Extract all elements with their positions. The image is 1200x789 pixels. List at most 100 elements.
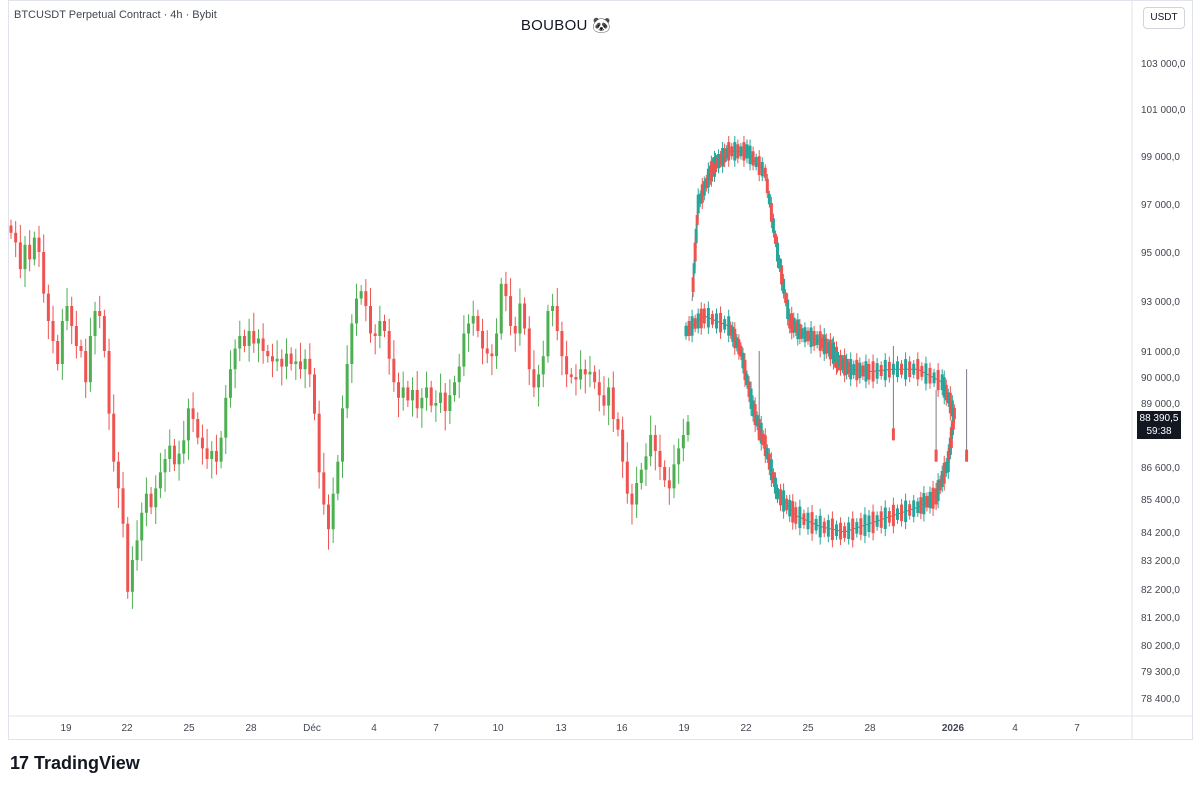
y-tick-label: 84 200,0 bbox=[1141, 528, 1180, 539]
candle-body bbox=[261, 338, 265, 351]
drawing-candle-body bbox=[916, 359, 920, 380]
drawing-candle-body bbox=[741, 352, 745, 369]
drawing-candle-body bbox=[944, 461, 948, 474]
drawing-candle-body bbox=[733, 328, 737, 349]
drawing-candle-body bbox=[936, 369, 940, 391]
drawing-candle-body bbox=[715, 313, 718, 329]
drawing-candle-body bbox=[780, 265, 784, 285]
drawing-candle-body bbox=[702, 181, 706, 196]
drawing-candle-body bbox=[895, 361, 899, 377]
drawing-candle-body bbox=[754, 156, 758, 168]
drawing-candle-body bbox=[785, 498, 789, 511]
y-tick-label: 93 000,0 bbox=[1141, 297, 1180, 308]
drawing-candle-body bbox=[765, 448, 769, 460]
candle-body bbox=[443, 392, 447, 411]
drawing-candle-body bbox=[753, 404, 757, 425]
candle-body bbox=[667, 480, 671, 489]
candle-body bbox=[397, 382, 401, 398]
drawing-candle-body bbox=[737, 339, 741, 355]
candle-body bbox=[191, 408, 195, 419]
candle-body bbox=[130, 560, 134, 592]
drawing-leg-candle bbox=[757, 428, 761, 441]
drawing-candle-body bbox=[784, 292, 788, 303]
drawing-candle-body bbox=[863, 514, 867, 536]
drawing-candle-body bbox=[782, 278, 786, 294]
candle-body bbox=[336, 461, 340, 494]
drawing-candle-body bbox=[706, 307, 710, 328]
drawing-candle-body bbox=[684, 325, 688, 337]
drawing-candle-body bbox=[717, 154, 721, 169]
candle-body bbox=[649, 435, 653, 457]
drawing-candle-body bbox=[916, 501, 920, 514]
drawing-candle-body bbox=[839, 522, 843, 540]
candle-body bbox=[495, 333, 499, 357]
drawing-candle-body bbox=[912, 500, 916, 517]
drawing-candle-body bbox=[908, 504, 912, 516]
currency-button[interactable]: USDT bbox=[1143, 7, 1185, 29]
y-tick-label: 80 200,0 bbox=[1141, 641, 1180, 652]
drawing-candle-body bbox=[867, 364, 871, 380]
candle-body bbox=[252, 331, 256, 344]
candle-body bbox=[98, 311, 102, 316]
tradingview-logo[interactable]: 17 TradingView bbox=[10, 753, 140, 774]
candle-body bbox=[322, 472, 326, 505]
candle-body bbox=[284, 353, 288, 367]
candle-body bbox=[112, 413, 116, 462]
symbol-info[interactable]: BTCUSDT Perpetual Contract · 4h · Bybit bbox=[14, 9, 217, 21]
candle-body bbox=[621, 429, 625, 462]
drawing-candle-body bbox=[806, 330, 810, 342]
drawing-candle-body bbox=[824, 338, 828, 354]
y-tick-label: 79 300,0 bbox=[1141, 667, 1180, 678]
drawing-candle-body bbox=[834, 524, 838, 537]
candle-body bbox=[312, 374, 316, 414]
candle-body bbox=[453, 382, 457, 396]
drawing-candle-body bbox=[847, 522, 851, 539]
candle-body bbox=[154, 488, 158, 508]
drawing-candle-body bbox=[751, 151, 755, 166]
candle-body bbox=[60, 321, 64, 364]
candle-body bbox=[242, 336, 246, 346]
candle-body bbox=[364, 291, 368, 306]
drawing-candle-body bbox=[895, 508, 899, 520]
drawing-candle-body bbox=[919, 497, 923, 514]
drawing-candle-body bbox=[828, 339, 832, 360]
candle-body bbox=[448, 395, 452, 411]
drawing-candle-body bbox=[765, 178, 769, 194]
drawing-candle-body bbox=[727, 142, 731, 161]
x-tick-label: 16 bbox=[616, 723, 628, 734]
drawing-candle-body bbox=[951, 413, 955, 430]
y-tick-label: 90 000,0 bbox=[1141, 373, 1180, 384]
drawing-candle-body bbox=[798, 323, 802, 339]
x-tick-label: 28 bbox=[245, 723, 257, 734]
x-tick-label: 19 bbox=[678, 723, 690, 734]
candle-body bbox=[593, 371, 597, 383]
drawing-candle-body bbox=[810, 512, 814, 534]
drawing-candle-body bbox=[729, 324, 733, 336]
drawing-candle-body bbox=[944, 384, 948, 401]
drawing-candle-body bbox=[875, 515, 879, 527]
candle-body bbox=[56, 341, 60, 364]
drawing-candle-body bbox=[879, 511, 883, 528]
drawing-candle-body bbox=[778, 258, 782, 269]
drawing-candle-body bbox=[791, 501, 795, 523]
drawing-candle-body bbox=[767, 453, 771, 470]
drawing-candle-body bbox=[769, 459, 773, 481]
candle-body bbox=[523, 303, 527, 329]
y-tick-label: 97 000,0 bbox=[1141, 200, 1180, 211]
drawing-candle-body bbox=[794, 507, 798, 524]
drawing-candle-body bbox=[830, 343, 834, 359]
x-tick-label: 13 bbox=[555, 723, 567, 734]
drawing-candle-body bbox=[879, 365, 883, 376]
drawing-candle-body bbox=[776, 488, 779, 500]
candle-body bbox=[579, 369, 583, 380]
candle-body bbox=[411, 390, 415, 401]
candle-body bbox=[65, 306, 69, 321]
drawing-candle-body bbox=[723, 148, 727, 163]
drawing-candle-body bbox=[855, 359, 859, 381]
candle-body bbox=[378, 321, 382, 336]
drawing-candle-body bbox=[773, 477, 777, 494]
candle-body bbox=[555, 306, 559, 331]
candle-body bbox=[340, 408, 344, 462]
drawing-candle-body bbox=[904, 359, 908, 380]
